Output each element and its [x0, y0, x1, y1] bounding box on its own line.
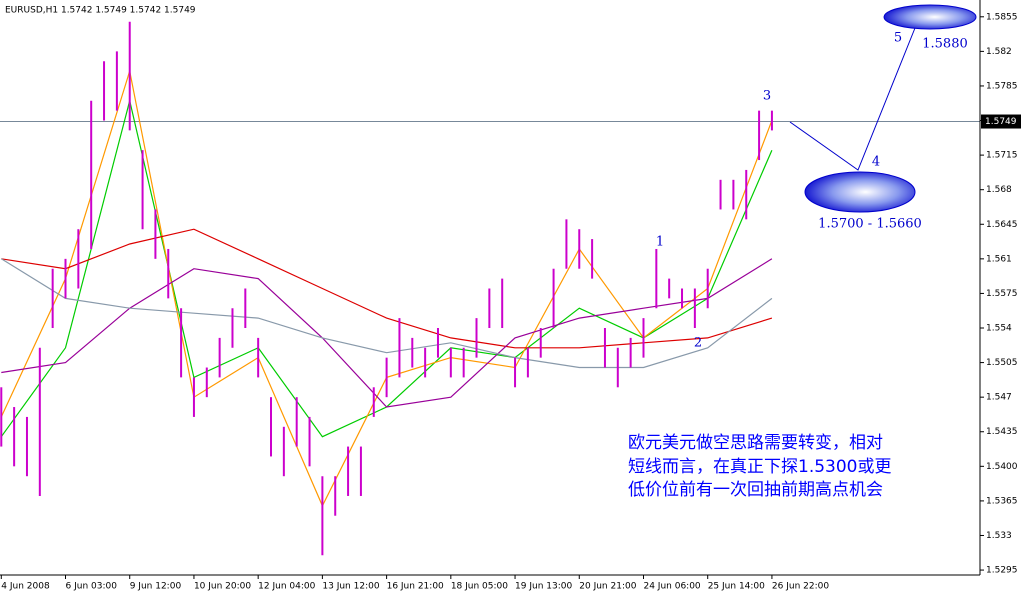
x-tick-label: 20 Jun 21:00	[579, 582, 636, 592]
wave-label: 5	[894, 31, 902, 46]
y-tick-label: 1.554	[986, 324, 1012, 334]
y-tick-label: 1.5365	[986, 496, 1018, 506]
y-tick-label: 1.5855	[986, 12, 1018, 22]
x-tick-label: 18 Jun 05:00	[451, 582, 508, 592]
x-tick-label: 10 Jun 20:00	[194, 582, 251, 592]
wave-label: 3	[763, 89, 771, 104]
wave-label: 4	[872, 155, 880, 170]
y-tick-label: 1.5645	[986, 220, 1018, 230]
y-tick-label: 1.5785	[986, 81, 1018, 91]
x-tick-label: 4 Jun 2008	[1, 582, 50, 592]
y-tick-label: 1.5400	[986, 462, 1018, 472]
comment-line: 低价位前有一次回抽前期高点机会	[628, 480, 883, 500]
y-tick-label: 1.5295	[986, 566, 1018, 576]
plot-area	[0, 21, 980, 556]
y-tick-label: 1.582	[986, 47, 1012, 57]
x-tick-label: 26 Jun 22:00	[772, 582, 829, 592]
current-price-label: 1.5749	[985, 117, 1017, 127]
x-tick-label: 19 Jun 13:00	[515, 582, 572, 592]
projection-line	[789, 27, 916, 171]
moving-average	[0, 258, 773, 369]
comment-line: 短线而言，在真正下探1.5300或更	[628, 457, 891, 477]
x-tick-label: 16 Jun 21:00	[387, 582, 444, 592]
support-ellipse	[804, 171, 916, 213]
comment-line: 欧元美元做空思路需要转变，相对	[628, 433, 883, 453]
wave-label: 1	[656, 235, 664, 250]
wave-label: 2	[694, 336, 702, 351]
y-tick-label: 1.547	[986, 393, 1012, 403]
x-tick-label: 6 Jun 03:00	[66, 582, 118, 592]
x-tick-label: 12 Jun 04:00	[258, 582, 315, 592]
y-tick-label: 1.568	[986, 185, 1012, 195]
y-tick-label: 1.5715	[986, 151, 1018, 161]
y-tick-label: 1.561	[986, 254, 1012, 264]
y-tick-label: 1.5575	[986, 289, 1018, 299]
current-price-box	[981, 114, 1021, 129]
x-tick-label: 9 Jun 12:00	[130, 582, 182, 592]
y-tick-label: 1.533	[986, 531, 1012, 541]
y-tick-label: 1.5505	[986, 358, 1018, 368]
y-tick-label: 1.5435	[986, 427, 1018, 437]
x-tick-label: 25 Jun 14:00	[708, 582, 765, 592]
target-ellipse	[883, 4, 977, 30]
target-label: 1.5880	[922, 37, 968, 52]
x-tick-label: 24 Jun 06:00	[643, 582, 700, 592]
support-label: 1.5700 - 1.5660	[818, 217, 922, 232]
x-tick-label: 13 Jun 12:00	[322, 582, 379, 592]
chart-title: EURUSD,H1 1.5742 1.5749 1.5742 1.5749	[5, 6, 196, 16]
